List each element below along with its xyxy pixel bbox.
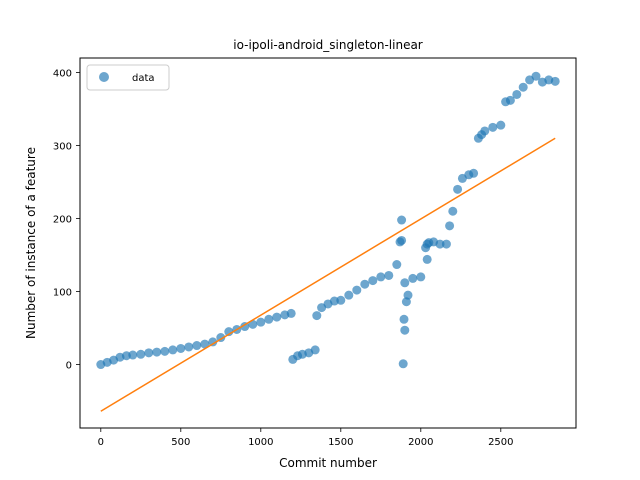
data-point [176,343,186,353]
x-axis: 0 500 1000 1500 2000 2500 [98,428,514,448]
data-point [240,322,250,332]
data-point [550,76,560,86]
x-tick-label: 1000 [248,437,273,448]
y-tick-label: 200 [53,215,72,226]
y-tick-label: 100 [53,288,72,299]
data-point [469,168,479,178]
data-point [488,122,498,132]
data-point [505,95,515,105]
data-point [224,327,234,337]
data-point [184,342,194,352]
data-point [435,239,445,249]
data-point [422,254,432,264]
data-point [518,82,528,92]
legend: data [86,64,170,91]
data-point [416,272,426,282]
data-point [144,348,154,358]
legend-box [86,64,170,91]
chart-title: io-ipoli-android_singleton-linear [233,38,423,52]
data-point [208,337,218,347]
data-point [312,311,322,321]
x-tick-label: 0 [98,437,104,448]
data-point [368,276,378,286]
data-point [453,184,463,194]
data-point [398,359,408,369]
data-point [200,339,210,349]
data-point [264,314,274,324]
data-point [344,290,354,300]
y-tick-label: 400 [53,69,72,80]
legend-marker [99,72,109,82]
data-point [286,308,296,318]
data-point [352,285,362,295]
data-point [399,314,409,324]
data-point [272,312,282,322]
x-tick-label: 2000 [408,437,433,448]
data-point [400,325,410,335]
data-point [336,295,346,305]
x-axis-label: Commit number [279,456,377,470]
data-point [403,290,413,300]
data-point [531,71,541,81]
y-axis-label: Number of instance of a feature [24,147,38,339]
data-point [310,345,320,355]
data-point [448,206,458,216]
plot-area [96,71,560,412]
x-tick-label: 2500 [488,437,513,448]
data-point [360,279,370,289]
data-point [160,346,170,356]
data-point [256,317,266,327]
data-point [376,272,386,282]
data-point [128,350,138,360]
data-point [397,235,407,245]
data-point [384,270,394,280]
plot-frame [79,57,577,429]
fit-line [100,137,556,412]
y-tick-label: 0 [66,361,72,372]
data-point [397,215,407,225]
data-point [480,126,490,136]
data-point [512,89,522,99]
y-tick-label: 300 [53,142,72,153]
data-point [392,260,402,270]
data-point [192,341,202,351]
data-point [136,349,146,359]
data-point [408,273,418,283]
x-tick-label: 500 [171,437,190,448]
data-point [400,278,410,288]
data-point [168,345,178,355]
data-point [152,347,162,357]
data-point [441,239,451,249]
data-point [496,120,506,130]
x-tick-label: 1500 [328,437,353,448]
data-point [445,221,455,231]
y-axis: 0 100 200 300 400 [53,69,80,372]
legend-label: data [132,73,155,84]
